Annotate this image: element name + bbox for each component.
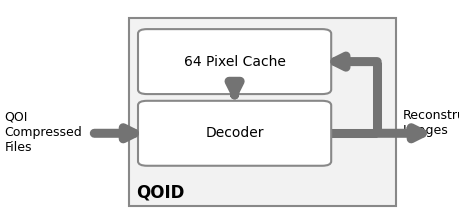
Text: 64 Pixel Cache: 64 Pixel Cache	[183, 55, 285, 69]
Text: QOID: QOID	[135, 184, 184, 202]
FancyBboxPatch shape	[129, 18, 395, 206]
FancyBboxPatch shape	[138, 101, 330, 166]
Text: Reconstructed
Images: Reconstructed Images	[402, 109, 459, 137]
Text: Decoder: Decoder	[205, 126, 263, 140]
FancyBboxPatch shape	[138, 29, 330, 94]
Text: QOI
Compressed
Files: QOI Compressed Files	[5, 111, 82, 154]
